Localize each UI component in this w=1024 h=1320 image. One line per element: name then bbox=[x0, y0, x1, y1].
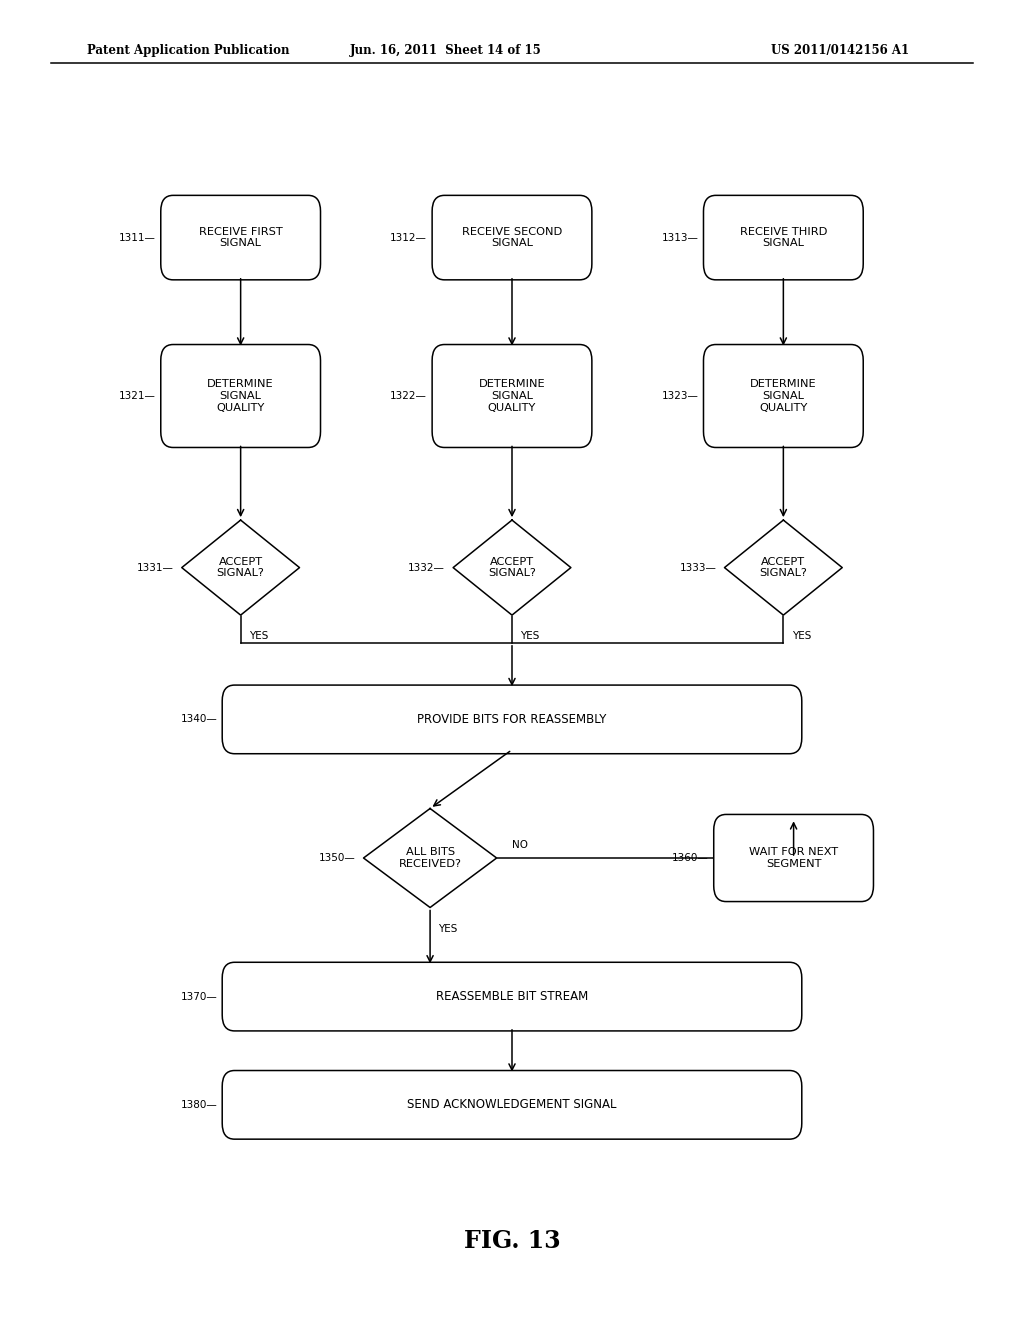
FancyBboxPatch shape bbox=[432, 345, 592, 447]
FancyBboxPatch shape bbox=[222, 685, 802, 754]
FancyBboxPatch shape bbox=[161, 195, 321, 280]
Text: 1323—: 1323— bbox=[662, 391, 698, 401]
FancyBboxPatch shape bbox=[222, 1071, 802, 1139]
Text: 1322—: 1322— bbox=[390, 391, 427, 401]
Text: 1380—: 1380— bbox=[180, 1100, 217, 1110]
Text: YES: YES bbox=[792, 631, 811, 642]
Text: SEND ACKNOWLEDGEMENT SIGNAL: SEND ACKNOWLEDGEMENT SIGNAL bbox=[408, 1098, 616, 1111]
Text: FIG. 13: FIG. 13 bbox=[464, 1229, 560, 1253]
Text: ALL BITS
RECEIVED?: ALL BITS RECEIVED? bbox=[398, 847, 462, 869]
Text: 1333—: 1333— bbox=[679, 562, 717, 573]
Text: YES: YES bbox=[249, 631, 268, 642]
Text: DETERMINE
SIGNAL
QUALITY: DETERMINE SIGNAL QUALITY bbox=[207, 379, 274, 413]
Text: REASSEMBLE BIT STREAM: REASSEMBLE BIT STREAM bbox=[436, 990, 588, 1003]
Text: 1360—: 1360— bbox=[672, 853, 709, 863]
Text: ACCEPT
SIGNAL?: ACCEPT SIGNAL? bbox=[217, 557, 264, 578]
Text: 1321—: 1321— bbox=[119, 391, 156, 401]
Polygon shape bbox=[182, 520, 299, 615]
Text: US 2011/0142156 A1: US 2011/0142156 A1 bbox=[771, 44, 908, 57]
Text: Patent Application Publication: Patent Application Publication bbox=[87, 44, 290, 57]
FancyBboxPatch shape bbox=[703, 195, 863, 280]
Text: 1311—: 1311— bbox=[119, 232, 156, 243]
Text: DETERMINE
SIGNAL
QUALITY: DETERMINE SIGNAL QUALITY bbox=[750, 379, 817, 413]
Text: ACCEPT
SIGNAL?: ACCEPT SIGNAL? bbox=[488, 557, 536, 578]
Text: 1312—: 1312— bbox=[390, 232, 427, 243]
Text: 1332—: 1332— bbox=[408, 562, 444, 573]
Polygon shape bbox=[453, 520, 571, 615]
FancyBboxPatch shape bbox=[714, 814, 873, 902]
Text: DETERMINE
SIGNAL
QUALITY: DETERMINE SIGNAL QUALITY bbox=[478, 379, 546, 413]
Text: RECEIVE THIRD
SIGNAL: RECEIVE THIRD SIGNAL bbox=[739, 227, 827, 248]
Text: WAIT FOR NEXT
SEGMENT: WAIT FOR NEXT SEGMENT bbox=[749, 847, 839, 869]
Polygon shape bbox=[725, 520, 842, 615]
FancyBboxPatch shape bbox=[222, 962, 802, 1031]
Text: ACCEPT
SIGNAL?: ACCEPT SIGNAL? bbox=[760, 557, 807, 578]
FancyBboxPatch shape bbox=[703, 345, 863, 447]
Text: Jun. 16, 2011  Sheet 14 of 15: Jun. 16, 2011 Sheet 14 of 15 bbox=[349, 44, 542, 57]
Text: 1331—: 1331— bbox=[136, 562, 173, 573]
Text: PROVIDE BITS FOR REASSEMBLY: PROVIDE BITS FOR REASSEMBLY bbox=[418, 713, 606, 726]
Text: YES: YES bbox=[520, 631, 540, 642]
Text: RECEIVE SECOND
SIGNAL: RECEIVE SECOND SIGNAL bbox=[462, 227, 562, 248]
Polygon shape bbox=[364, 808, 497, 908]
Text: NO: NO bbox=[512, 840, 528, 850]
Text: 1370—: 1370— bbox=[180, 991, 217, 1002]
Text: 1313—: 1313— bbox=[662, 232, 698, 243]
FancyBboxPatch shape bbox=[432, 195, 592, 280]
Text: 1340—: 1340— bbox=[180, 714, 217, 725]
Text: RECEIVE FIRST
SIGNAL: RECEIVE FIRST SIGNAL bbox=[199, 227, 283, 248]
Text: 1350—: 1350— bbox=[318, 853, 355, 863]
FancyBboxPatch shape bbox=[161, 345, 321, 447]
Text: YES: YES bbox=[438, 924, 458, 933]
